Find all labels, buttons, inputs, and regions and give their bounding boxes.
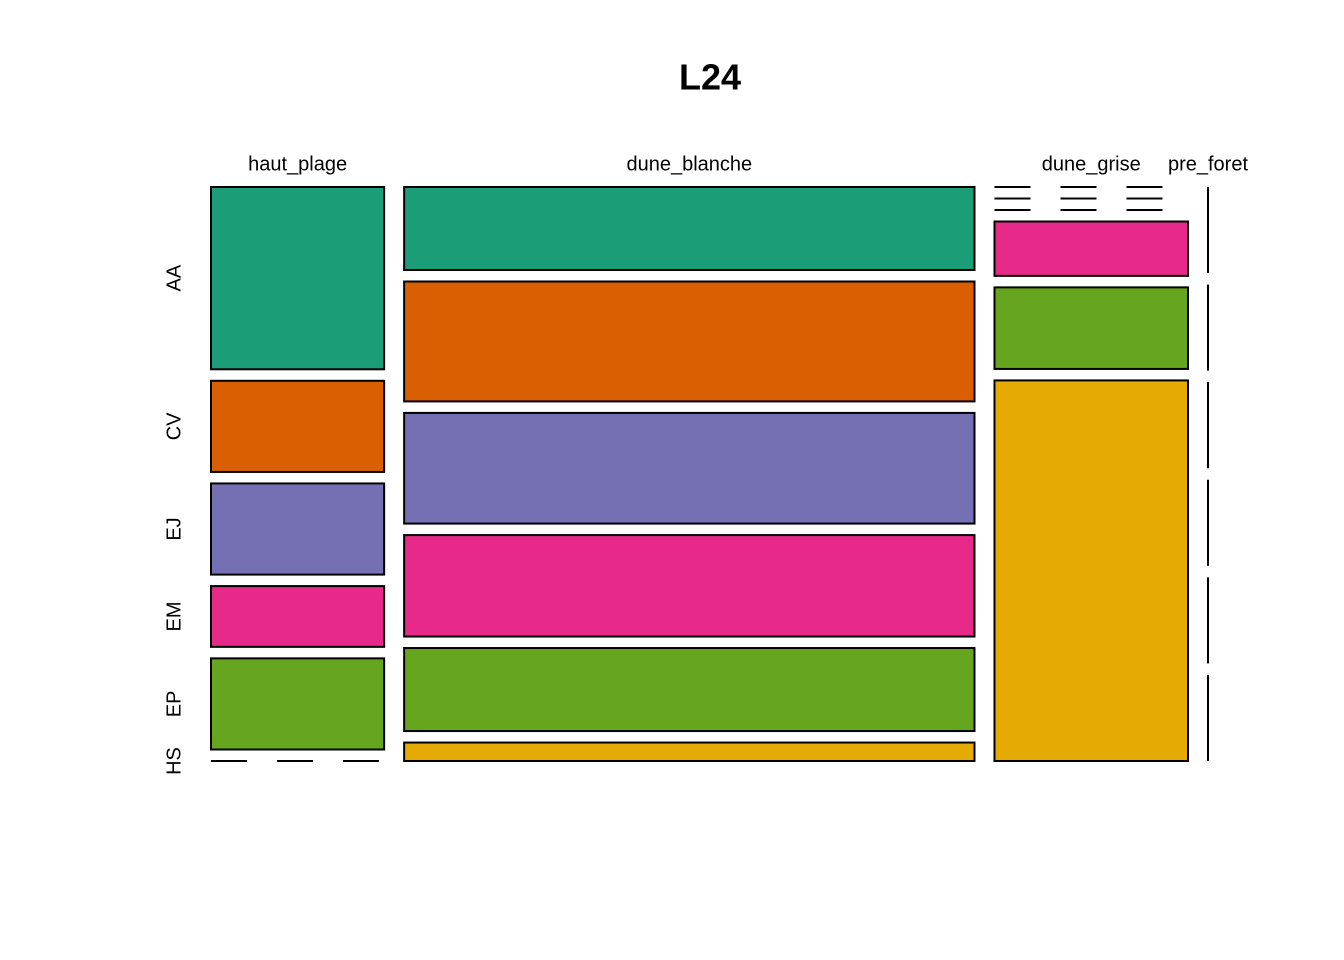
- cell: [993, 379, 1189, 762]
- cell: [403, 534, 976, 638]
- cell: [993, 220, 1189, 277]
- cell: [403, 647, 976, 733]
- row-label: EJ: [163, 517, 185, 540]
- column-label: dune_blanche: [626, 153, 752, 175]
- cell: [993, 286, 1189, 370]
- row-label: HS: [163, 747, 185, 775]
- cell: [210, 186, 386, 371]
- cell: [403, 280, 976, 403]
- chart-title: L24: [679, 57, 741, 98]
- column-label: pre_foret: [1168, 153, 1248, 175]
- cell: [210, 585, 386, 648]
- cell: [210, 657, 386, 751]
- cell: [403, 186, 976, 272]
- row-label: EM: [163, 601, 185, 631]
- row-label: CV: [163, 412, 185, 440]
- row-label: EP: [163, 691, 185, 718]
- cell: [210, 482, 386, 576]
- cell: [403, 741, 976, 763]
- cell: [210, 379, 386, 473]
- column-label: dune_grise: [1042, 153, 1141, 175]
- row-label: AA: [163, 264, 185, 291]
- column-label: haut_plage: [248, 153, 347, 175]
- cell: [403, 411, 976, 525]
